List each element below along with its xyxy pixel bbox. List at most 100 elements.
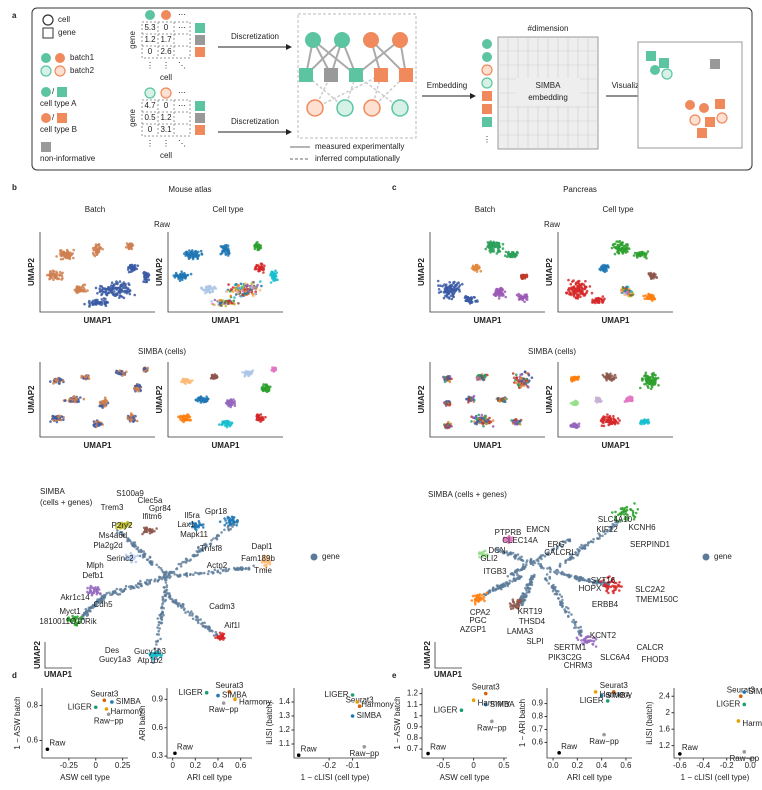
axis-label: UMAP2 xyxy=(417,257,426,286)
gene-point xyxy=(156,657,160,661)
axis-label: UMAP1 xyxy=(473,316,502,325)
graph-frame xyxy=(297,13,417,139)
umap-point xyxy=(111,287,114,290)
umap-point xyxy=(484,414,487,418)
axis-label: cell xyxy=(160,73,172,82)
gene-point xyxy=(183,560,186,564)
umap-point xyxy=(77,286,80,290)
umap-point xyxy=(492,241,496,245)
graph-edge xyxy=(355,39,401,76)
umap-point xyxy=(645,420,649,423)
axis-label: UMAP2 xyxy=(155,385,164,414)
gene-point xyxy=(134,584,138,587)
umap-point xyxy=(210,287,213,290)
gene-point xyxy=(527,583,530,587)
umap-point xyxy=(619,507,623,511)
gene-point xyxy=(137,586,140,589)
umap-point xyxy=(229,288,233,291)
umap-point xyxy=(127,287,130,290)
umap-point xyxy=(218,520,222,523)
gene-point xyxy=(89,610,92,613)
umap-point xyxy=(127,270,131,274)
gene-point xyxy=(168,576,171,580)
gene-point xyxy=(87,606,91,610)
gene-point xyxy=(199,547,203,551)
graph-node xyxy=(299,68,313,82)
umap-point xyxy=(194,398,198,402)
umap-point xyxy=(143,274,147,278)
umap-point xyxy=(523,300,526,304)
gene-label: Ms4a6d xyxy=(99,531,127,540)
umap-point xyxy=(610,377,613,381)
umap-point xyxy=(229,423,233,426)
umap-point xyxy=(136,419,139,423)
umap-point xyxy=(125,290,129,293)
umap-point xyxy=(486,418,490,422)
gene-point xyxy=(197,618,200,622)
umap-point xyxy=(604,420,608,424)
gene-point xyxy=(519,558,523,561)
gene-point xyxy=(589,540,593,543)
umap-point xyxy=(257,248,261,251)
umap-point xyxy=(227,423,231,427)
icon-cell xyxy=(145,10,155,20)
umap-point xyxy=(52,278,55,282)
icon-gene xyxy=(57,87,67,97)
umap-point xyxy=(639,251,643,255)
label: gene xyxy=(58,28,76,37)
umap-point xyxy=(511,255,514,259)
gene-point xyxy=(158,613,161,617)
umap-point xyxy=(60,274,64,278)
umap-point xyxy=(213,373,217,376)
umap-point xyxy=(274,269,277,273)
gene-label: Dapl1 xyxy=(252,542,273,551)
umap-point xyxy=(527,386,530,389)
gene-point xyxy=(161,570,165,574)
gene-point xyxy=(598,537,601,540)
gene-point xyxy=(127,537,130,540)
umap-point xyxy=(568,290,571,294)
umap-point xyxy=(253,247,257,251)
umap-point xyxy=(252,286,255,290)
gene-label: Gucy1b3 xyxy=(134,647,167,656)
umap-point xyxy=(220,423,224,427)
matrix-cell: 5.3 xyxy=(144,23,156,32)
icon-cell xyxy=(54,65,66,77)
umap-point xyxy=(177,415,180,419)
umap-point xyxy=(520,380,524,383)
umap-point xyxy=(227,283,230,286)
matrix-cell: ⋱ xyxy=(178,139,186,148)
umap-point xyxy=(229,401,232,405)
gene-point xyxy=(555,569,558,572)
umap-point xyxy=(569,378,573,382)
umap-point xyxy=(615,585,618,588)
gene-point xyxy=(184,611,187,614)
gene-point xyxy=(159,567,163,570)
gene-point xyxy=(557,590,560,593)
umap-point xyxy=(224,299,228,303)
umap-point xyxy=(80,374,83,378)
umap-point xyxy=(196,257,199,261)
umap-point xyxy=(136,264,140,268)
icon-gene xyxy=(715,99,725,109)
umap-point xyxy=(520,277,524,280)
umap-point xyxy=(650,298,654,302)
umap-point xyxy=(120,290,124,293)
umap-point xyxy=(271,275,274,278)
umap-point xyxy=(115,280,118,283)
matrix-cell: ⋮ xyxy=(162,61,170,70)
gene-point xyxy=(529,561,533,565)
umap-point xyxy=(572,422,576,426)
umap-point xyxy=(470,420,473,423)
gene-point xyxy=(575,578,579,581)
umap-point xyxy=(250,290,254,294)
gene-point xyxy=(152,661,155,664)
gene-label: Ifitm6 xyxy=(142,512,162,521)
umap-point xyxy=(131,264,134,267)
umap-point xyxy=(657,384,660,387)
umap-point xyxy=(105,293,109,296)
umap-point xyxy=(571,292,575,296)
umap-point xyxy=(586,640,590,643)
umap-point xyxy=(73,400,77,404)
